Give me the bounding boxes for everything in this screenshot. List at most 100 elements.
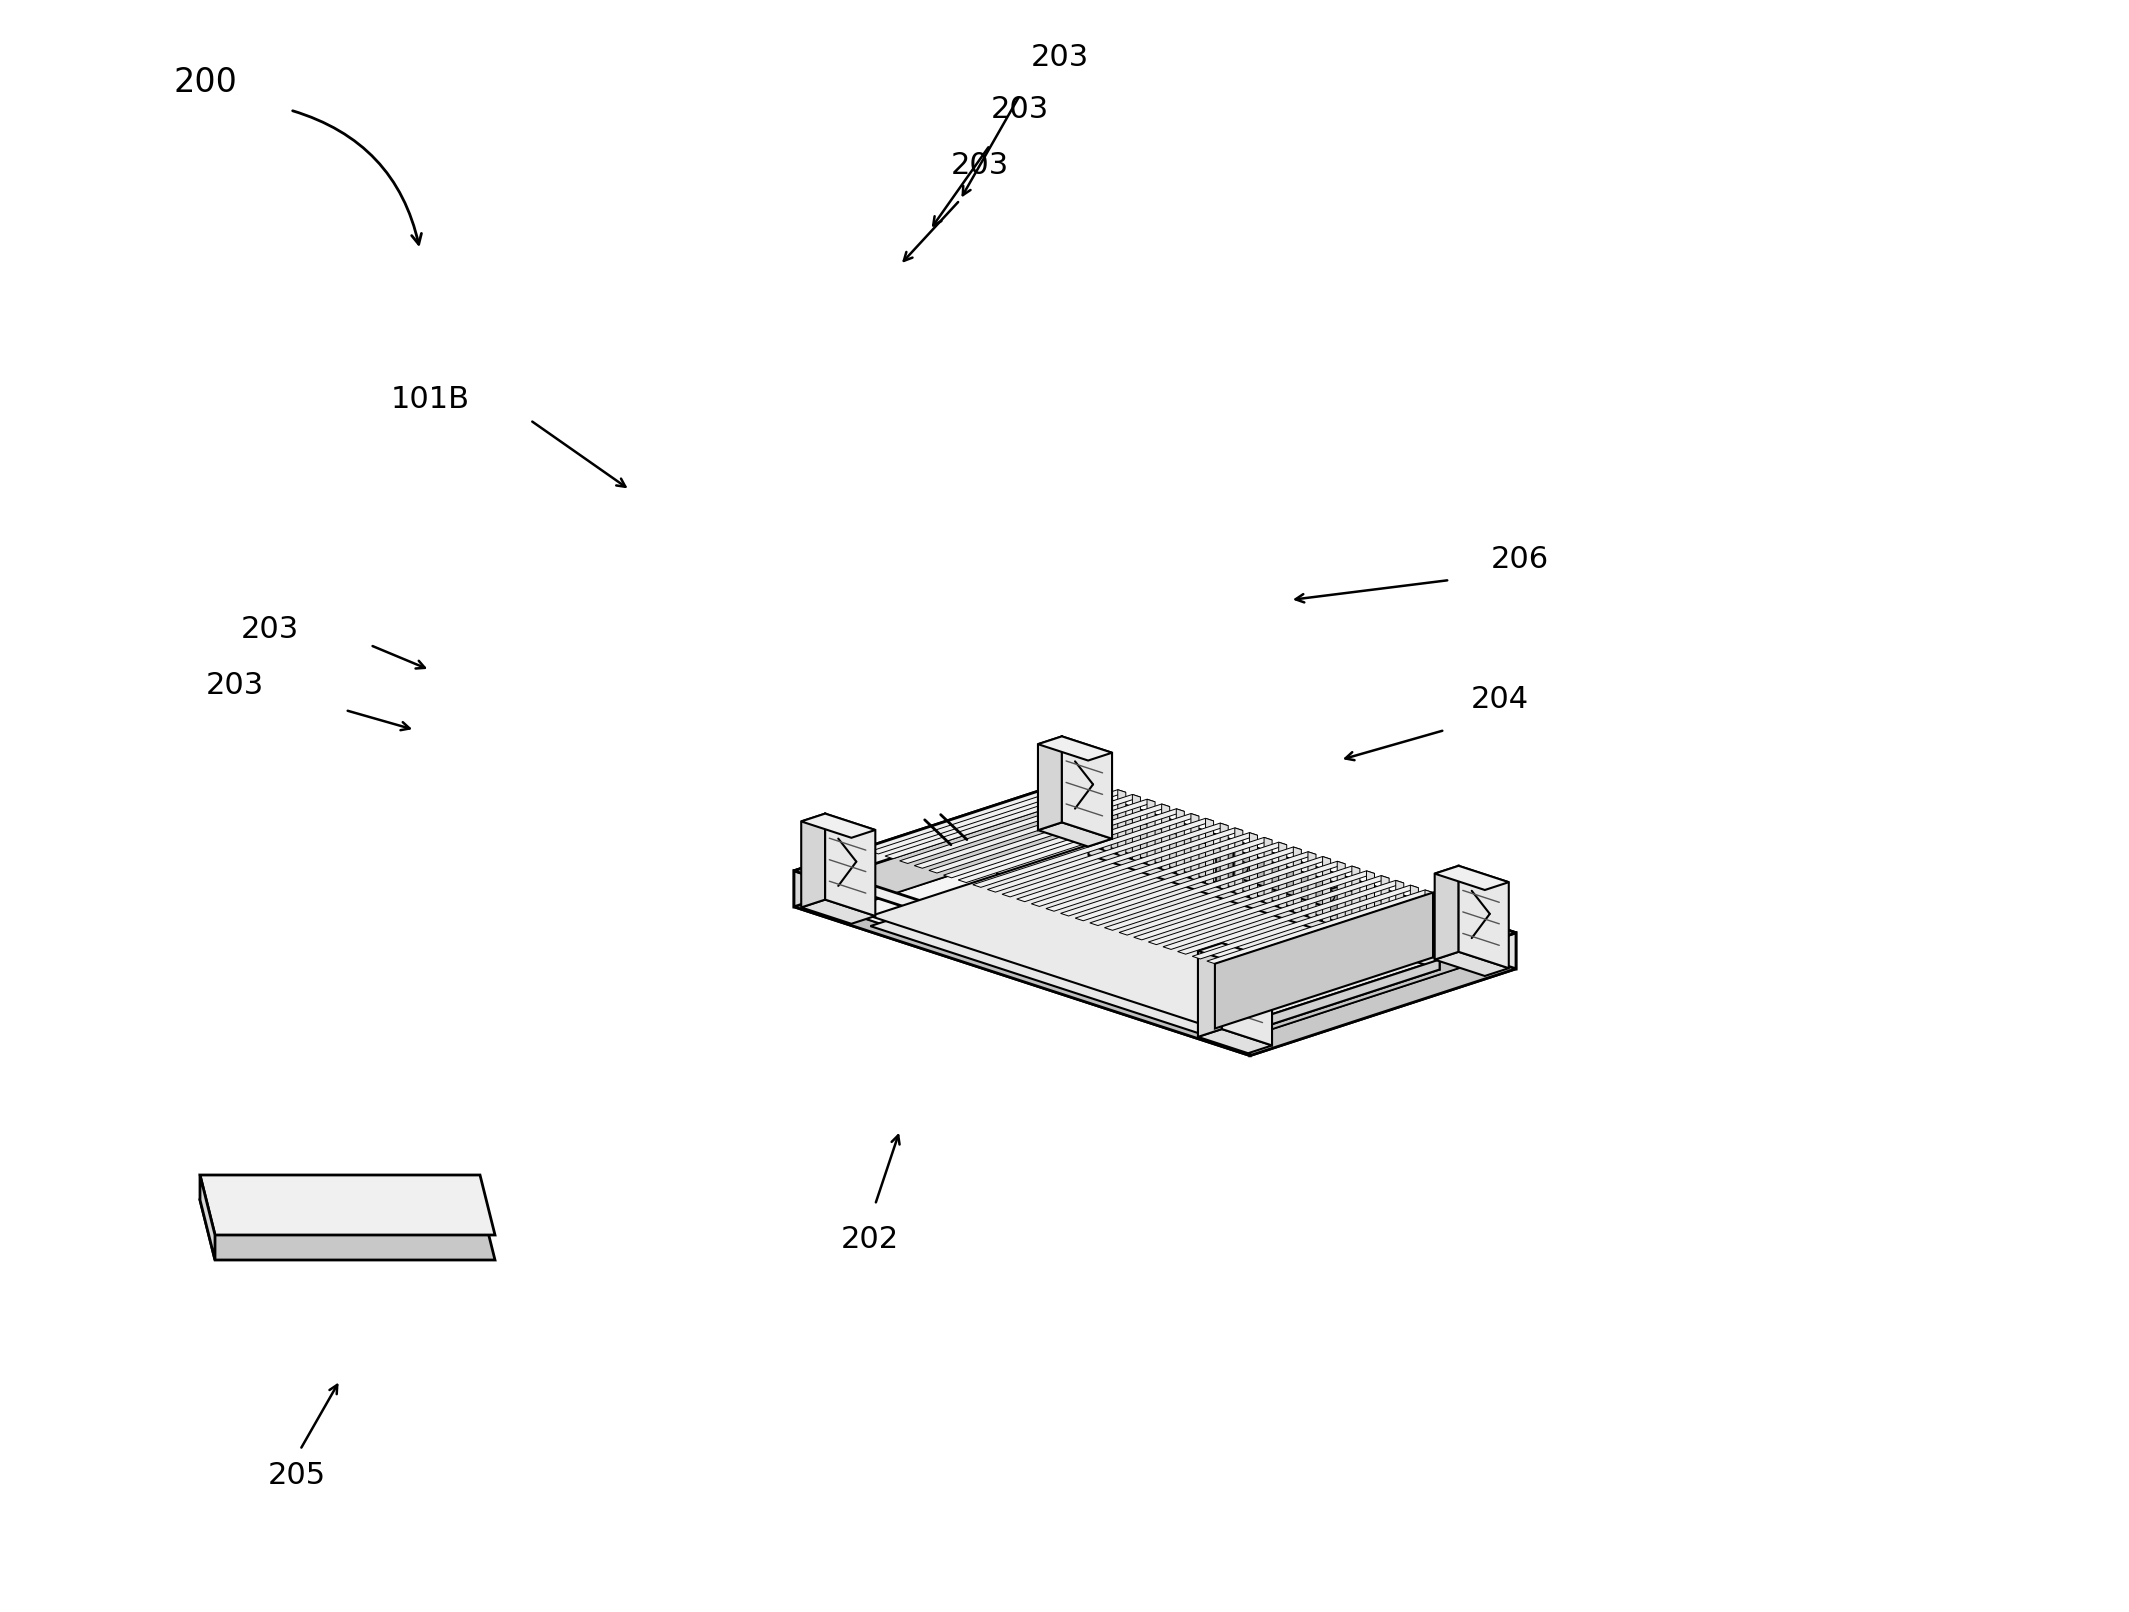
Polygon shape xyxy=(200,1175,496,1235)
Polygon shape xyxy=(1220,924,1516,1020)
Polygon shape xyxy=(988,819,1214,891)
Polygon shape xyxy=(1435,866,1458,959)
Polygon shape xyxy=(1337,861,1346,929)
Polygon shape xyxy=(1199,1028,1271,1053)
Polygon shape xyxy=(1105,856,1331,930)
Polygon shape xyxy=(1207,890,1433,964)
Polygon shape xyxy=(1292,846,1301,914)
Polygon shape xyxy=(1148,800,1156,867)
Polygon shape xyxy=(973,814,1199,887)
Text: 203: 203 xyxy=(207,671,264,700)
Polygon shape xyxy=(794,821,1516,1056)
Polygon shape xyxy=(1367,870,1375,938)
Polygon shape xyxy=(1062,737,1111,838)
Polygon shape xyxy=(1233,850,1343,912)
Polygon shape xyxy=(1199,943,1222,1037)
Polygon shape xyxy=(1075,846,1301,920)
Polygon shape xyxy=(1039,737,1111,761)
Polygon shape xyxy=(1250,933,1516,1056)
Polygon shape xyxy=(901,790,1126,864)
Polygon shape xyxy=(1397,880,1403,948)
Polygon shape xyxy=(1220,824,1228,890)
Polygon shape xyxy=(958,809,1184,882)
Polygon shape xyxy=(913,795,1141,869)
Text: 206: 206 xyxy=(1490,545,1550,574)
Polygon shape xyxy=(1039,737,1062,830)
Polygon shape xyxy=(1192,885,1418,959)
Polygon shape xyxy=(794,870,1250,1056)
Polygon shape xyxy=(794,783,1090,880)
Text: 202: 202 xyxy=(841,1225,898,1254)
Polygon shape xyxy=(801,899,875,924)
Polygon shape xyxy=(841,875,1237,1040)
Polygon shape xyxy=(200,1199,496,1261)
Polygon shape xyxy=(1280,841,1286,909)
Polygon shape xyxy=(1326,885,1343,917)
Polygon shape xyxy=(1133,795,1141,862)
Polygon shape xyxy=(871,780,1096,854)
Text: 101B: 101B xyxy=(390,385,471,414)
Polygon shape xyxy=(1148,870,1375,945)
Polygon shape xyxy=(1043,783,1516,938)
Text: 204: 204 xyxy=(1471,685,1529,714)
Polygon shape xyxy=(1060,841,1286,916)
Polygon shape xyxy=(1205,819,1214,885)
Polygon shape xyxy=(1118,790,1126,858)
Polygon shape xyxy=(801,814,875,838)
Circle shape xyxy=(1322,890,1335,901)
Text: 203: 203 xyxy=(990,95,1050,124)
Polygon shape xyxy=(1435,866,1509,890)
Polygon shape xyxy=(928,800,1156,874)
Polygon shape xyxy=(1458,866,1509,969)
Polygon shape xyxy=(841,800,1073,911)
Polygon shape xyxy=(1177,880,1403,954)
Polygon shape xyxy=(1216,850,1233,882)
Polygon shape xyxy=(1352,866,1360,933)
Polygon shape xyxy=(1250,833,1258,899)
Polygon shape xyxy=(794,866,1267,1020)
Polygon shape xyxy=(1162,804,1169,872)
Polygon shape xyxy=(1103,785,1111,853)
Polygon shape xyxy=(1307,851,1316,919)
Polygon shape xyxy=(1199,943,1271,967)
Polygon shape xyxy=(841,835,1469,1040)
Polygon shape xyxy=(1120,861,1346,935)
Polygon shape xyxy=(1237,929,1469,1040)
Polygon shape xyxy=(1424,890,1433,958)
Polygon shape xyxy=(1162,875,1388,949)
Polygon shape xyxy=(200,1175,215,1261)
Polygon shape xyxy=(826,814,875,916)
Polygon shape xyxy=(1222,943,1271,1046)
Text: 205: 205 xyxy=(268,1460,326,1489)
Polygon shape xyxy=(996,874,1239,954)
Polygon shape xyxy=(801,814,826,908)
Polygon shape xyxy=(1003,824,1228,896)
Polygon shape xyxy=(1073,800,1469,964)
Text: 203: 203 xyxy=(1030,44,1090,73)
Polygon shape xyxy=(1030,833,1258,906)
Polygon shape xyxy=(1435,951,1509,975)
Polygon shape xyxy=(1039,822,1111,846)
Polygon shape xyxy=(1409,885,1418,953)
Polygon shape xyxy=(943,804,1169,879)
Circle shape xyxy=(1237,862,1248,874)
Polygon shape xyxy=(1216,893,1433,1028)
Polygon shape xyxy=(1088,845,1439,969)
Text: 200: 200 xyxy=(172,66,236,100)
Polygon shape xyxy=(871,845,1439,1030)
Polygon shape xyxy=(1222,959,1439,1041)
Polygon shape xyxy=(1135,866,1360,940)
Polygon shape xyxy=(1265,837,1273,904)
Polygon shape xyxy=(794,783,1060,908)
Polygon shape xyxy=(1088,780,1096,848)
Polygon shape xyxy=(1382,875,1388,943)
Polygon shape xyxy=(1045,837,1273,911)
Polygon shape xyxy=(1090,851,1316,925)
Text: 203: 203 xyxy=(241,616,300,645)
Polygon shape xyxy=(1235,829,1243,895)
Polygon shape xyxy=(1322,856,1331,924)
Polygon shape xyxy=(886,785,1111,859)
Polygon shape xyxy=(871,854,1439,1041)
Text: 203: 203 xyxy=(952,150,1009,179)
Polygon shape xyxy=(1177,809,1184,877)
